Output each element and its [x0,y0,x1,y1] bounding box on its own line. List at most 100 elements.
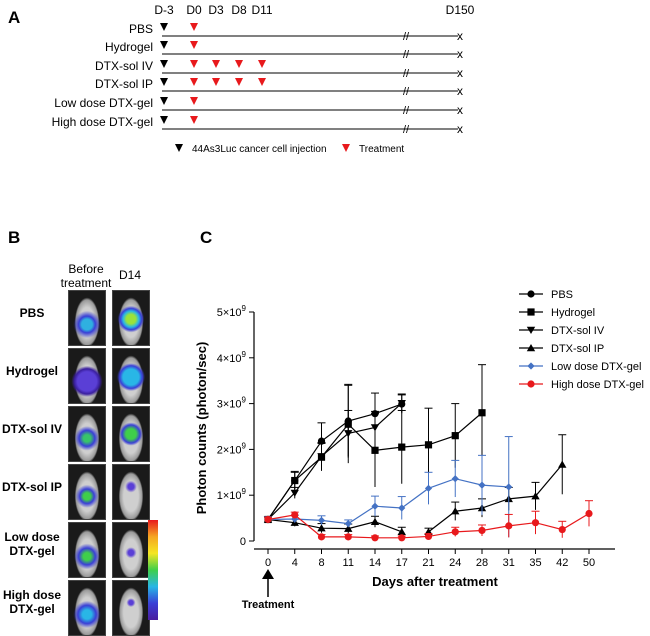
legend-marker [526,344,536,352]
x-tick-label: 14 [369,557,381,569]
mouse-row-label-line1: Low dose [4,530,60,544]
series-line [267,478,509,525]
axis-break-mark: // [403,86,410,98]
series-pbs: PBS [264,289,573,524]
mouse-row-label-line1: Hydrogel [5,364,58,378]
end-marker: x [457,103,463,117]
x-axis-title: Days after treatment [372,574,498,589]
series-line [267,518,402,533]
end-marker: x [457,29,463,43]
legend-marker [527,362,535,370]
y-axis-title: Photon counts (photon/sec) [194,342,209,515]
mouse-image-d14 [112,290,150,346]
axis-break-mark: // [403,124,410,136]
data-point [558,460,567,468]
data-point [424,484,433,492]
mouse-image-before [68,522,106,578]
end-marker: x [457,66,463,80]
y-tick-label: 3×109 [217,396,247,411]
data-point [344,524,353,532]
y-tick-label: 4×109 [217,350,247,365]
mouse-image-d14 [112,464,150,520]
legend-label: PBS [551,289,573,301]
data-point [558,525,566,534]
treatment-arrow [258,78,266,86]
series-line [267,402,403,520]
luminescence-color-scale [148,520,158,620]
legend-injection-arrow [175,144,183,152]
mouse-row-label: DTX-sol IP [0,480,64,494]
injection-arrow [160,97,168,105]
x-tick-label: 24 [449,557,461,569]
mouse-row-label: Hydrogel [0,364,64,378]
group-label: High dose DTX-gel [52,115,153,129]
axis-break-mark: // [403,105,410,117]
mouse-row-label: Low dose DTX-gel [0,530,64,558]
data-point [398,504,406,512]
treatment-arrow [190,78,198,86]
legend-marker [526,326,536,334]
treatment-arrow [190,116,198,124]
day-label-d150: D150 [446,3,475,17]
data-point [370,517,380,525]
injection-arrow [160,41,168,49]
data-point [370,424,380,432]
data-point [291,511,299,519]
y-tick-label: 1×109 [217,487,247,502]
injection-arrow [160,78,168,86]
end-marker: x [457,122,463,136]
x-tick-label: 35 [529,557,541,569]
col-before-line1: Before [68,262,104,276]
x-tick-label: 17 [396,557,408,569]
mouse-image-before [68,290,106,346]
data-point [317,533,326,541]
treatment-arrow [258,60,266,68]
data-point [264,515,272,524]
legend-label: DTX-sol IV [551,325,605,337]
day-label-d0: D0 [186,3,202,17]
legend-marker [527,308,535,316]
y-tick-label: 0 [240,536,246,548]
data-point [451,475,459,483]
x-tick-label: 28 [476,557,488,569]
data-point [478,481,486,489]
mouse-row-label-line1: High dose [2,588,61,602]
data-point [344,533,352,541]
end-marker: x [457,47,463,61]
treatment-arrow [190,41,198,49]
data-point [478,526,486,535]
axis-break-mark: // [403,49,410,61]
data-point [424,532,433,541]
data-point [398,534,406,542]
x-tick-label: 4 [292,557,298,569]
data-point [398,443,406,451]
day-label-d3: D3 [208,3,224,17]
data-point [397,399,406,408]
legend-marker [527,290,535,298]
legend-label: High dose DTX-gel [551,379,644,391]
legend-treatment-label: Treatment [359,144,404,155]
legend-label: Low dose DTX-gel [551,361,642,373]
data-point [478,409,486,417]
data-point [451,507,460,515]
mouse-row-label-line1: PBS [19,306,45,320]
mouse-row-label: High dose DTX-gel [0,588,64,616]
mouse-image-d14 [112,406,150,462]
legend-treatment-arrow [342,144,350,152]
mouse-row-label-line1: DTX-sol IP [1,480,62,494]
data-point [344,430,353,438]
data-point [531,519,540,527]
legend-label: Hydrogel [551,307,595,319]
data-point [317,516,326,524]
legend-marker [527,380,535,388]
group-label: DTX-sol IV [95,59,153,73]
mouse-image-before [68,464,106,520]
panel-b-letter: B [8,228,21,247]
treatment-arrow [190,97,198,105]
mouse-row-label-line2: DTX-gel [9,602,55,616]
y-tick-label: 5×109 [217,304,247,319]
injection-arrow [160,116,168,124]
series-low-dose-dtx-gel: Low dose DTX-gel [264,361,642,538]
data-point [505,483,513,491]
